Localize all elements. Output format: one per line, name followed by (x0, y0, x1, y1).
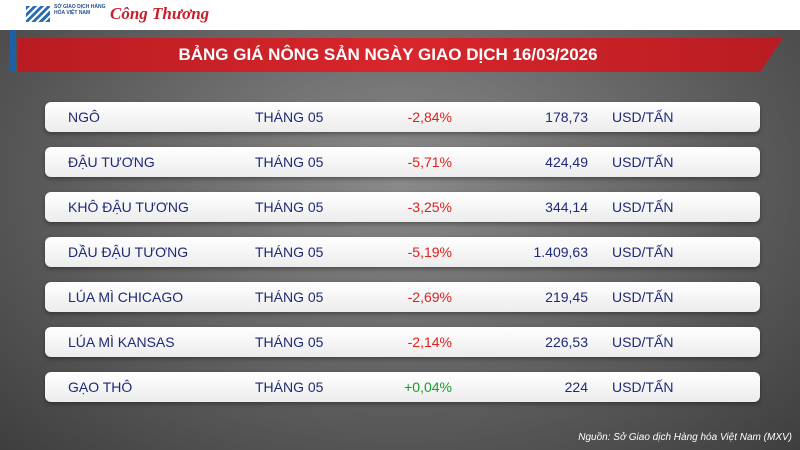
change: -5,71% (407, 154, 452, 170)
table-row: GẠO THÔ THÁNG 05 +0,04% 224 USD/TẤN (45, 372, 760, 402)
contract-month: THÁNG 05 (255, 154, 324, 170)
commodity: LÚA MÌ KANSAS (68, 334, 175, 350)
price: 344,14 (545, 199, 588, 215)
table-row: ĐẬU TƯƠNG THÁNG 05 -5,71% 424,49 USD/TẤN (45, 147, 760, 177)
contract-month: THÁNG 05 (255, 289, 324, 305)
logo-text: Công Thương (110, 4, 210, 23)
commodity: GẠO THÔ (68, 379, 133, 395)
table-row: LÚA MÌ CHICAGO THÁNG 05 -2,69% 219,45 USD/TẤ… (45, 282, 760, 312)
table-row: DẦU ĐẬU TƯƠNG THÁNG 05 -5,19% 1.409,63 USD/T… (45, 237, 760, 267)
unit: USD/TẤN (612, 109, 674, 125)
price: 219,45 (545, 289, 588, 305)
source: Nguồn: Sở Giao dịch Hàng hóa Việt Nam (M… (578, 432, 792, 443)
change: -2,84% (407, 109, 452, 125)
top-bar (0, 0, 800, 30)
unit: USD/TẤN (612, 154, 674, 170)
commodity: KHÔ ĐẬU TƯƠNG (68, 199, 189, 215)
commodity: LÚA MÌ CHICAGO (68, 289, 184, 305)
change: -2,69% (407, 289, 452, 305)
unit: USD/TẤN (612, 289, 674, 305)
title-banner (18, 38, 783, 72)
price: 424,49 (545, 154, 588, 170)
commodity: ĐẬU TƯƠNG (68, 154, 155, 170)
unit: USD/TẤN (612, 199, 674, 215)
logo-text: SỞ GIAO DỊCH HÀNG HÓA VIỆT NAM (54, 4, 106, 16)
price: 178,73 (545, 109, 588, 125)
logo-icon (26, 6, 50, 22)
contract-month: THÁNG 05 (255, 334, 324, 350)
change: -3,25% (407, 199, 452, 215)
change: -5,19% (407, 244, 452, 260)
title: BẢNG GIÁ NÔNG SẢN NGÀY GIAO DỊCH 16/03/2… (178, 45, 598, 64)
contract-month: THÁNG 05 (255, 109, 324, 125)
contract-month: THÁNG 05 (255, 199, 324, 215)
change: +0,04% (404, 379, 452, 395)
unit: USD/TẤN (612, 334, 674, 350)
change: -2,14% (407, 334, 452, 350)
side-strip (10, 30, 16, 72)
table-row: LÚA MÌ KANSAS THÁNG 05 -2,14% 226,53 USD/TẤN (45, 327, 760, 357)
price: 224 (564, 379, 588, 395)
unit: USD/TẤN (612, 244, 674, 260)
price: 226,53 (545, 334, 588, 350)
table-row: NGÔ THÁNG 05 -2,84% 178,73 USD/TẤN (45, 102, 760, 132)
commodity: NGÔ (68, 109, 100, 125)
price: 1.409,63 (533, 244, 589, 260)
contract-month: THÁNG 05 (255, 244, 324, 260)
unit: USD/TẤN (612, 379, 674, 395)
commodity: DẦU ĐẬU TƯƠNG (68, 244, 189, 260)
table-row: KHÔ ĐẬU TƯƠNG THÁNG 05 -3,25% 344,14 USD/TẤN (45, 192, 760, 222)
contract-month: THÁNG 05 (255, 379, 324, 395)
